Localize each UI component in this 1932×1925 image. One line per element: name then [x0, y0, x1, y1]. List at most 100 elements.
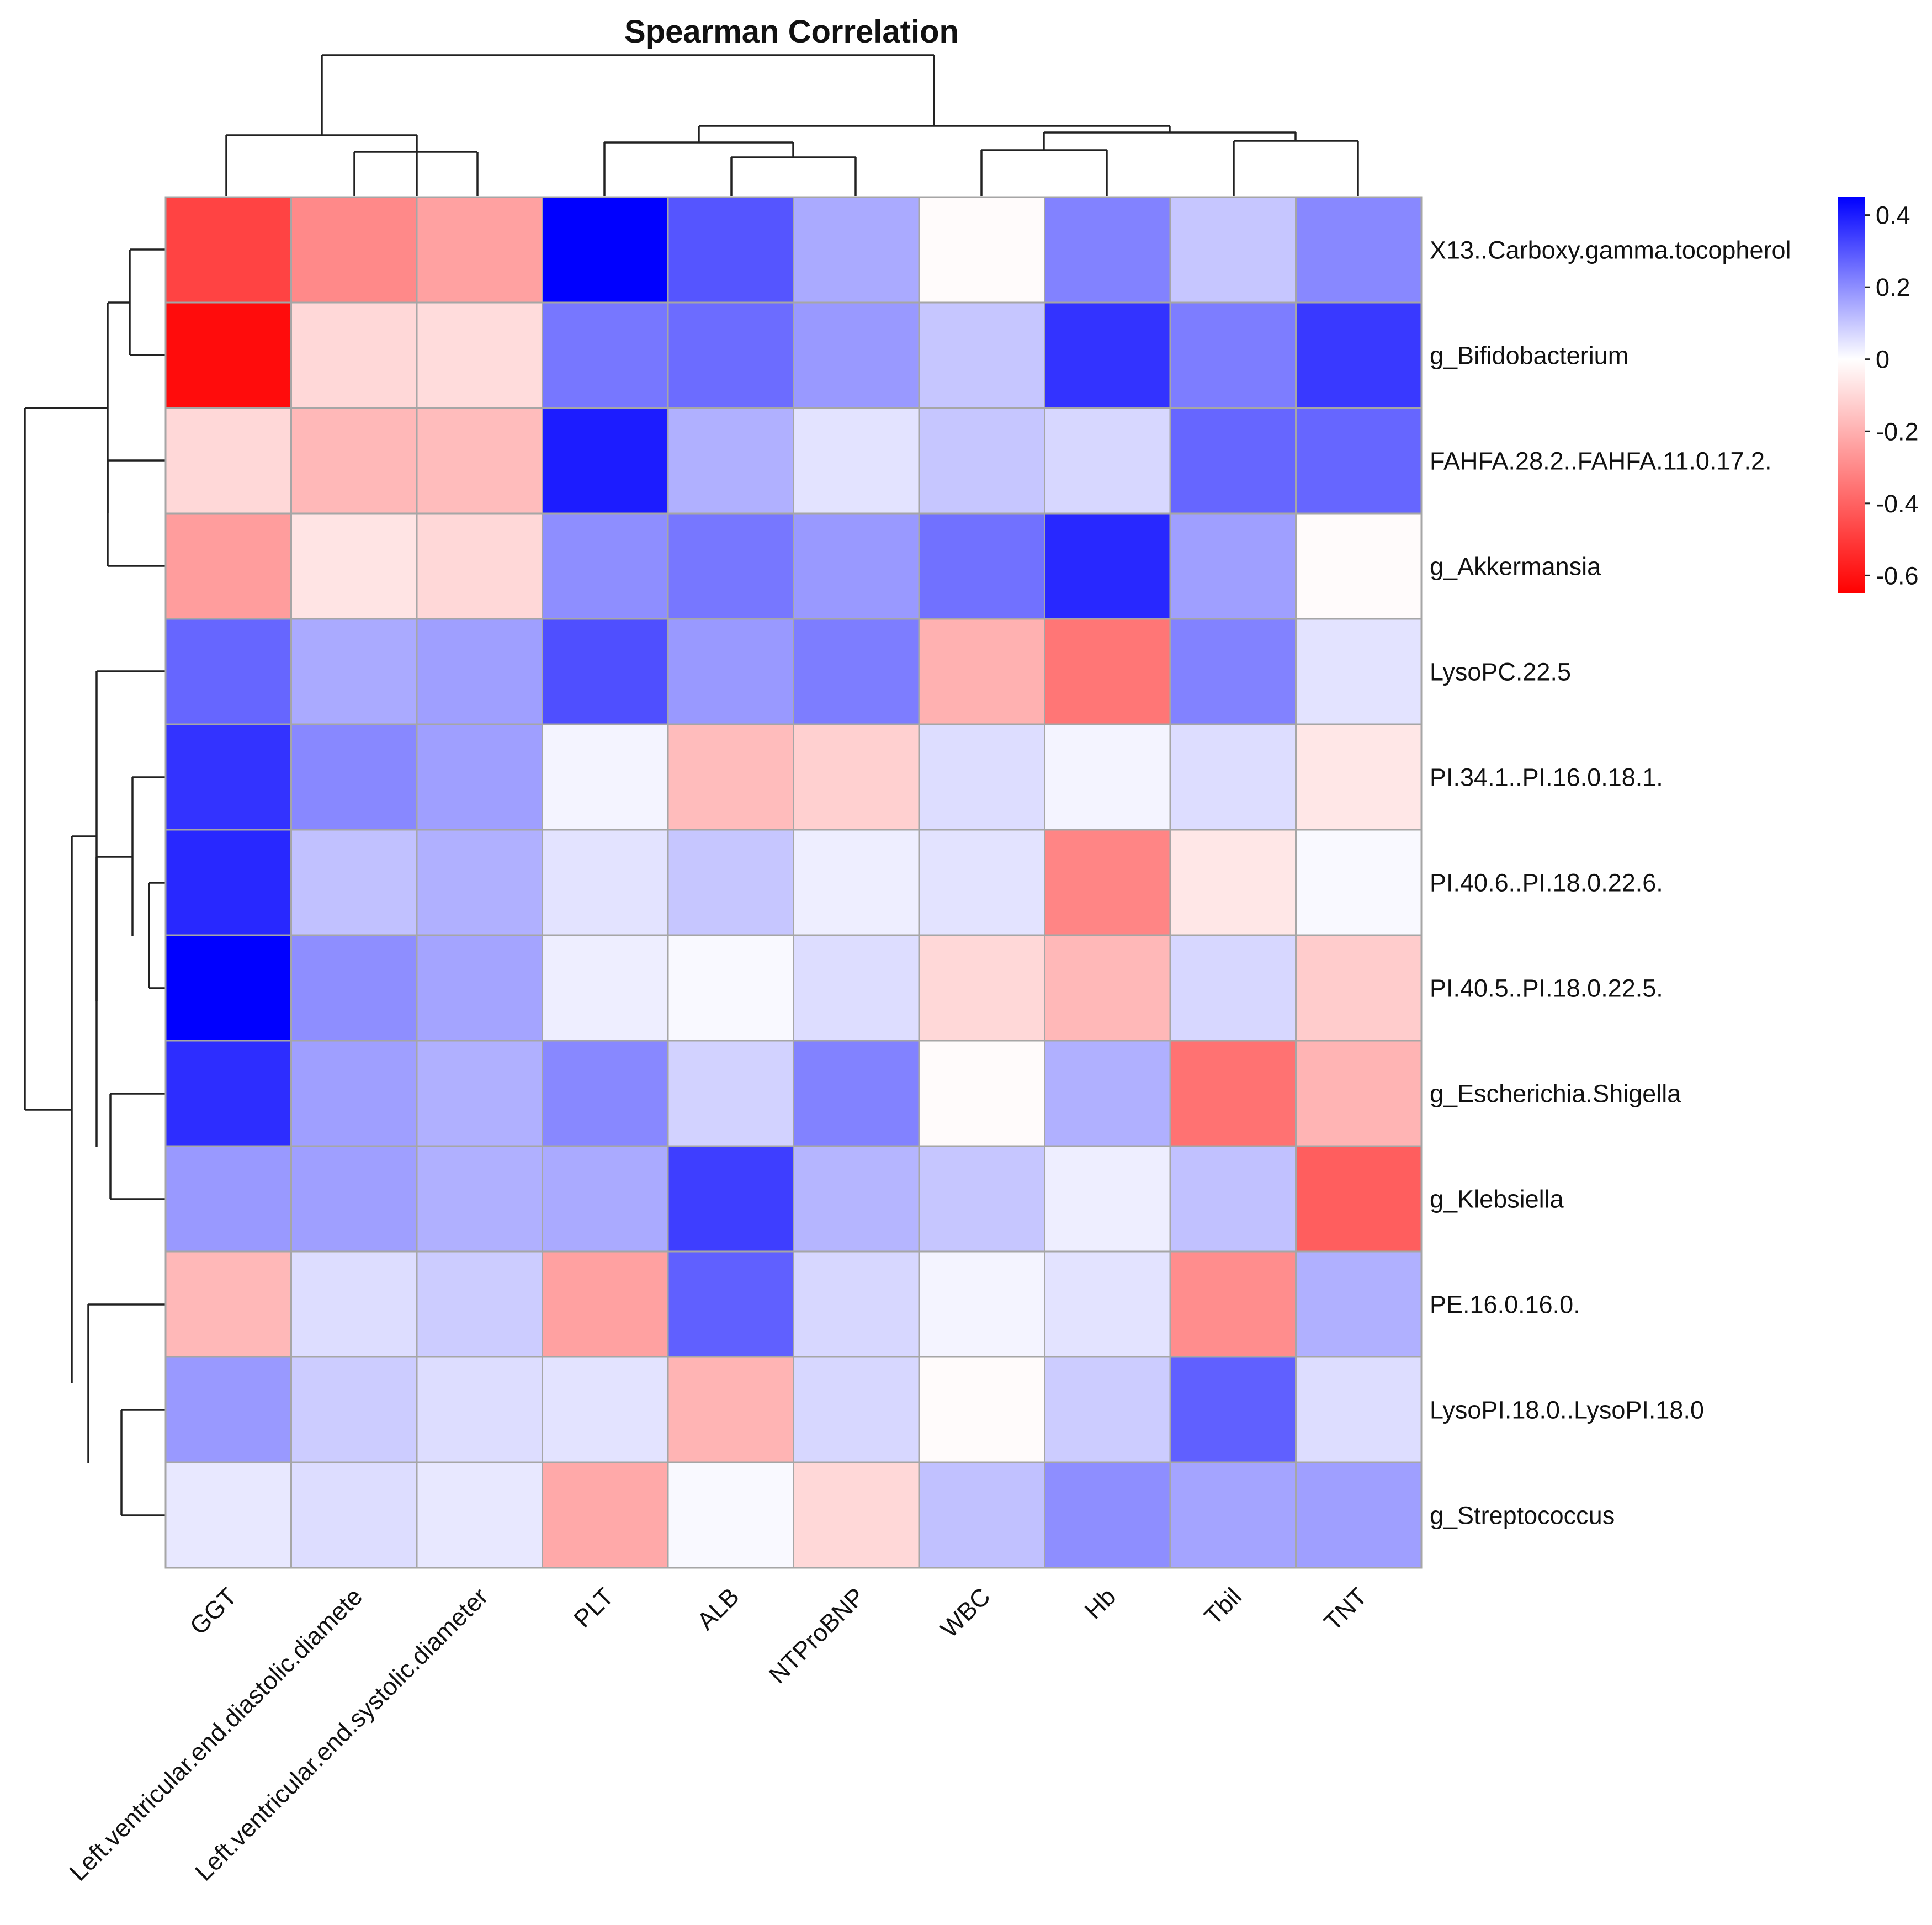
row-labels: X13..Carboxy.gamma.tocopherol g_Bifidobac…: [1430, 236, 1791, 1530]
heatmap-cell-r3-c0: [164, 512, 292, 620]
heatmap-cell-r7-c2: [416, 934, 543, 1042]
heatmap-cell-r7-c0: [164, 934, 292, 1042]
heatmap-cell-r8-c7: [1044, 1040, 1171, 1147]
heatmap-cell-r8-c6: [918, 1040, 1045, 1147]
heatmap-cell-r8-c0: [164, 1040, 292, 1147]
heatmap-cell-r1-c4: [667, 301, 794, 409]
heatmap-cell-r10-c6: [918, 1250, 1045, 1358]
heatmap-cell-r12-c1: [290, 1461, 418, 1569]
heatmap-cell-r10-c0: [164, 1250, 292, 1358]
heatmap-cell-r1-c6: [918, 301, 1045, 409]
heatmap-cell-r9-c2: [416, 1145, 543, 1253]
heatmap-cell-r0-c6: [918, 196, 1045, 304]
heatmap-cell-r6-c9: [1295, 829, 1423, 936]
heatmap-cell-r8-c2: [416, 1040, 543, 1147]
heatmap-cell-r3-c5: [793, 512, 920, 620]
colorbar-tick-label: 0: [1876, 346, 1889, 374]
column-label: NTProBNP: [763, 1582, 870, 1689]
heatmap-cell-r12-c4: [667, 1461, 794, 1569]
heatmap-cell-r9-c7: [1044, 1145, 1171, 1253]
row-label: X13..Carboxy.gamma.tocopherol: [1430, 236, 1791, 264]
row-label: LysoPC.22.5: [1430, 658, 1571, 686]
heatmap-cell-r5-c9: [1295, 723, 1423, 831]
colorbar-tick-label: -0.4: [1876, 490, 1919, 518]
column-label: Tbil: [1198, 1582, 1246, 1630]
row-label: g_Bifidobacterium: [1430, 342, 1628, 370]
heatmap-cell-r0-c2: [416, 196, 543, 304]
heatmap-cell-r12-c3: [542, 1461, 669, 1569]
heatmap-cell-r7-c8: [1169, 934, 1297, 1042]
heatmap-cell-r9-c9: [1295, 1145, 1423, 1253]
column-label: TNT: [1318, 1582, 1372, 1636]
heatmap-cell-r7-c9: [1295, 934, 1423, 1042]
heatmap-cell-r5-c8: [1169, 723, 1297, 831]
heatmap-cell-r5-c7: [1044, 723, 1171, 831]
heatmap-cell-r6-c2: [416, 829, 543, 936]
heatmap-cell-r4-c2: [416, 618, 543, 725]
heatmap-cell-r5-c4: [667, 723, 794, 831]
heatmap-cell-r3-c4: [667, 512, 794, 620]
heatmap-cell-r0-c4: [667, 196, 794, 304]
heatmap-cell-r4-c6: [918, 618, 1045, 725]
heatmap-cell-r11-c4: [667, 1356, 794, 1463]
heatmap-cell-r2-c6: [918, 407, 1045, 515]
heatmap-cell-r9-c3: [542, 1145, 669, 1253]
heatmap-cell-r3-c6: [918, 512, 1045, 620]
heatmap-cell-r2-c1: [290, 407, 418, 515]
colorbar: 0.4 0.2 0 -0.2 -0.4 -0.6: [1838, 197, 1919, 593]
heatmap-cell-r6-c4: [667, 829, 794, 936]
colorbar-tick-label: 0.4: [1876, 201, 1910, 230]
heatmap-cell-r2-c5: [793, 407, 920, 515]
column-label: PLT: [568, 1582, 619, 1633]
heatmap-cell-r12-c6: [918, 1461, 1045, 1569]
colorbar-gradient: [1838, 197, 1865, 593]
heatmap-cell-r0-c3: [542, 196, 669, 304]
heatmap-cell-r9-c1: [290, 1145, 418, 1253]
column-labels: GGTLeft.ventricular.end.diastolic.diamet…: [64, 1582, 1373, 1886]
heatmap-cell-r7-c4: [667, 934, 794, 1042]
heatmap-cell-r5-c1: [290, 723, 418, 831]
row-label: PE.16.0.16.0.: [1430, 1291, 1580, 1319]
heatmap-cell-r8-c4: [667, 1040, 794, 1147]
heatmap-cell-r11-c1: [290, 1356, 418, 1463]
heatmap-cell-r8-c9: [1295, 1040, 1423, 1147]
column-label: ALB: [692, 1582, 745, 1635]
column-label: Hb: [1079, 1582, 1122, 1625]
heatmap-cells: [164, 196, 1423, 1569]
heatmap-cell-r6-c6: [918, 829, 1045, 936]
colorbar-tick-label: -0.6: [1876, 561, 1919, 590]
heatmap-cell-r6-c0: [164, 829, 292, 936]
heatmap-cell-r4-c8: [1169, 618, 1297, 725]
heatmap-cell-r11-c6: [918, 1356, 1045, 1463]
heatmap-cell-r10-c2: [416, 1250, 543, 1358]
heatmap-cell-r12-c9: [1295, 1461, 1423, 1569]
heatmap-cell-r1-c0: [164, 301, 292, 409]
heatmap-cell-r1-c3: [542, 301, 669, 409]
heatmap-cell-r2-c9: [1295, 407, 1423, 515]
heatmap-cell-r4-c0: [164, 618, 292, 725]
heatmap-cell-r11-c5: [793, 1356, 920, 1463]
heatmap-cell-r1-c1: [290, 301, 418, 409]
heatmap-cell-r3-c9: [1295, 512, 1423, 620]
row-label: g_Streptococcus: [1430, 1502, 1615, 1530]
heatmap-cell-r10-c3: [542, 1250, 669, 1358]
heatmap-cell-r8-c5: [793, 1040, 920, 1147]
heatmap-cell-r7-c3: [542, 934, 669, 1042]
row-label: g_Akkermansia: [1430, 553, 1601, 581]
heatmap-cell-r6-c5: [793, 829, 920, 936]
heatmap-cell-r4-c1: [290, 618, 418, 725]
heatmap-cell-r0-c0: [164, 196, 292, 304]
heatmap-cell-r10-c1: [290, 1250, 418, 1358]
heatmap-cell-r7-c6: [918, 934, 1045, 1042]
heatmap-cell-r12-c2: [416, 1461, 543, 1569]
heatmap-cell-r6-c3: [542, 829, 669, 936]
heatmap-cell-r0-c7: [1044, 196, 1171, 304]
heatmap-cell-r2-c7: [1044, 407, 1171, 515]
heatmap-cell-r10-c8: [1169, 1250, 1297, 1358]
heatmap-cell-r8-c1: [290, 1040, 418, 1147]
heatmap-cell-r8-c8: [1169, 1040, 1297, 1147]
heatmap-cell-r2-c2: [416, 407, 543, 515]
colorbar-tick-label: 0.2: [1876, 273, 1910, 301]
heatmap-cell-r11-c9: [1295, 1356, 1423, 1463]
